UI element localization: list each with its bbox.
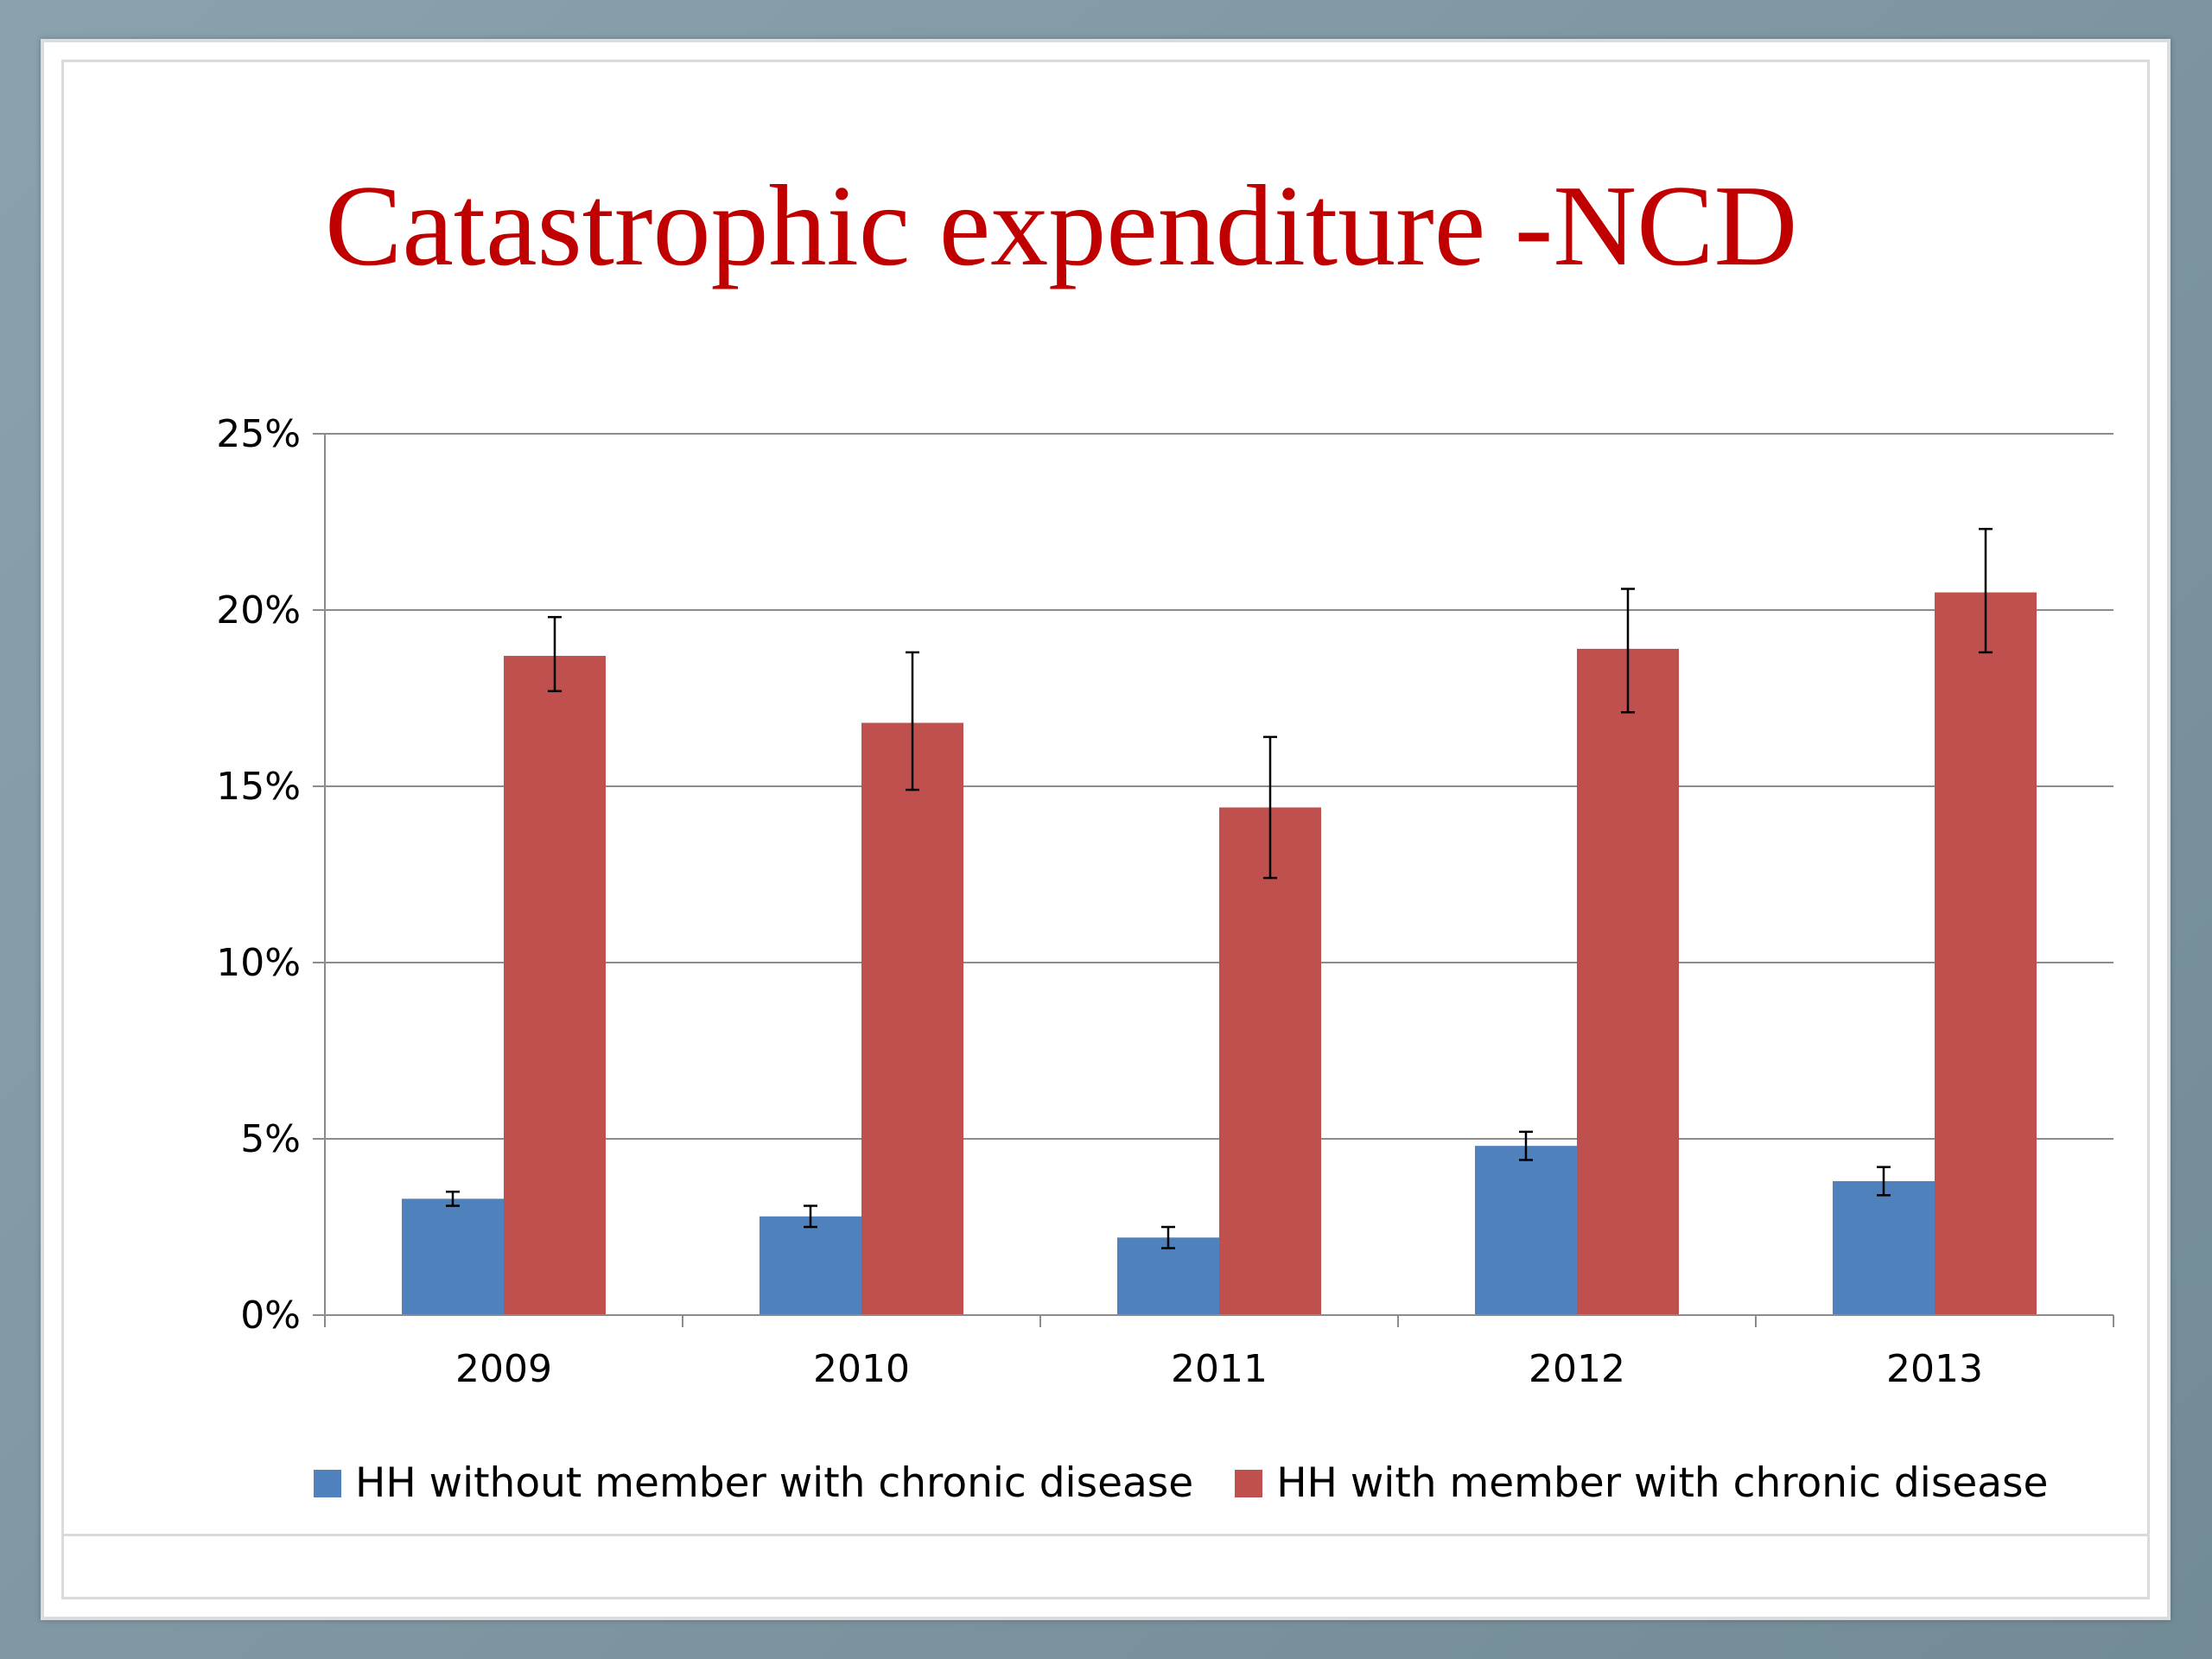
bar-chart: 0% 5% 10% 15% 20% 25% 2009 2010 2011 2012 2013 xyxy=(216,412,2114,1391)
legend-item-without: HH without member with chronic disease xyxy=(314,1459,1193,1507)
legend-label-without: HH without member with chronic disease xyxy=(355,1459,1194,1507)
bar xyxy=(1117,1237,1219,1315)
slide-title: Catastrophic expenditure -NCD xyxy=(325,162,1798,289)
legend-swatch-with xyxy=(1235,1469,1263,1497)
slide-footer-divider xyxy=(61,1534,2150,1536)
slide: Catastrophic expenditure -NCD 0% 5% 10% 15%… xyxy=(41,39,2171,1620)
x-tick-label: 2011 xyxy=(1171,1347,1268,1391)
error-bars xyxy=(446,527,1993,1249)
bar xyxy=(861,722,963,1315)
legend-item-with: HH with member with chronic disease xyxy=(1235,1459,2048,1507)
legend-swatch-without xyxy=(314,1469,341,1497)
bar xyxy=(504,656,606,1315)
y-tick-label: 0% xyxy=(240,1294,301,1338)
x-tick-label: 2012 xyxy=(1529,1347,1625,1391)
x-tick-label: 2009 xyxy=(455,1347,552,1391)
y-tick-label: 5% xyxy=(240,1117,301,1161)
y-tick-label: 10% xyxy=(216,941,301,985)
x-tick-label: 2010 xyxy=(813,1347,910,1391)
y-tick-label: 20% xyxy=(216,588,301,632)
y-tick-label: 15% xyxy=(216,765,301,809)
bar xyxy=(1475,1146,1577,1315)
chart-legend: HH without member with chronic disease H… xyxy=(314,1459,2048,1507)
bar xyxy=(1219,807,1321,1315)
bar xyxy=(1935,592,2037,1315)
axis-labels: 0% 5% 10% 15% 20% 25% 2009 2010 2011 2012 2013 xyxy=(216,412,1983,1391)
bar xyxy=(1833,1180,1935,1315)
legend-label-with: HH with member with chronic disease xyxy=(1276,1459,2049,1507)
y-tick-label: 25% xyxy=(216,412,301,456)
bars xyxy=(402,592,2037,1315)
bar xyxy=(402,1198,504,1315)
bar xyxy=(760,1216,861,1315)
bar xyxy=(1577,648,1679,1315)
axes xyxy=(313,433,2114,1327)
x-tick-label: 2013 xyxy=(1886,1347,1983,1391)
